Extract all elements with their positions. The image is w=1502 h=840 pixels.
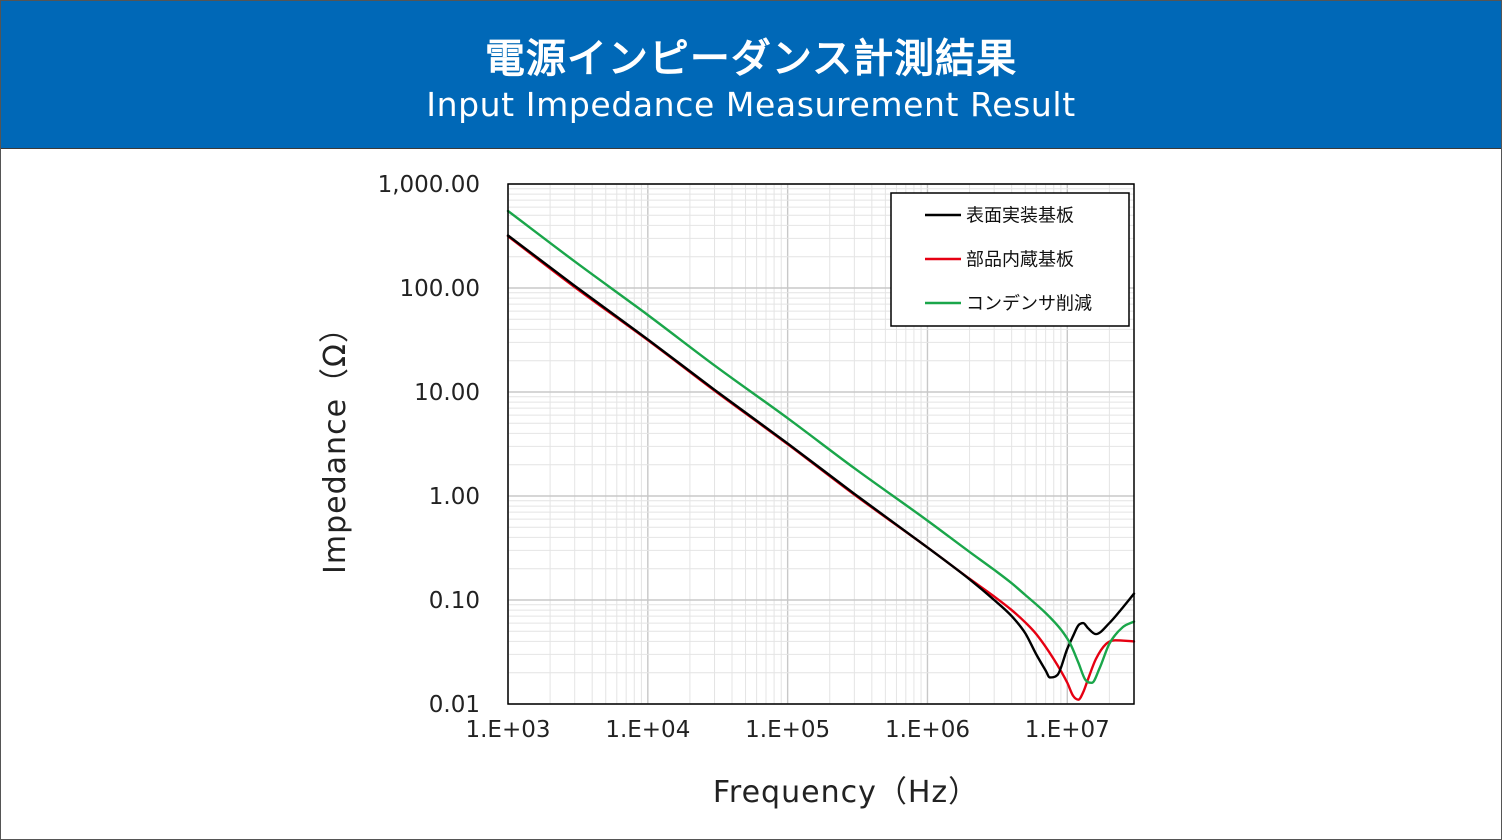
legend-label: 表面実装基板 [966, 206, 1074, 227]
x-tick-label: 1.E+03 [465, 717, 550, 743]
series-layer [506, 209, 1136, 701]
x-tick-label: 1.E+05 [745, 717, 830, 743]
legend-label: 部品内蔵基板 [966, 250, 1074, 271]
legend-label: コンデンサ削減 [966, 294, 1092, 315]
series-line-1 [506, 234, 1136, 679]
title-banner: 電源インピーダンス計測結果 Input Impedance Measuremen… [1, 1, 1501, 149]
x-axis-title: Frequency（Hz） [713, 775, 979, 810]
y-tick-label: 100.00 [400, 276, 480, 302]
series-line-3 [506, 209, 1136, 684]
y-tick-label: 0.10 [429, 588, 480, 614]
x-tick-label: 1.E+04 [605, 717, 690, 743]
title-japanese: 電源インピーダンス計測結果 [484, 36, 1018, 82]
y-tick-label: 1.00 [429, 484, 480, 510]
title-english: Input Impedance Measurement Result [426, 85, 1076, 124]
grid-layer [507, 183, 1135, 705]
plot-area-border [507, 183, 1135, 705]
y-tick-label: 0.01 [429, 692, 480, 718]
x-tick-label: 1.E+07 [1025, 717, 1110, 743]
y-axis-title: Impedance（Ω） [318, 312, 353, 574]
tick-labels: 0.01 0.10 1.00 10.00 100.00 1,000.00 1.E+03 1.E… [378, 172, 1110, 743]
x-tick-label: 1.E+06 [885, 717, 970, 743]
y-tick-label: 10.00 [414, 380, 480, 406]
y-tick-label: 1,000.00 [378, 172, 480, 198]
